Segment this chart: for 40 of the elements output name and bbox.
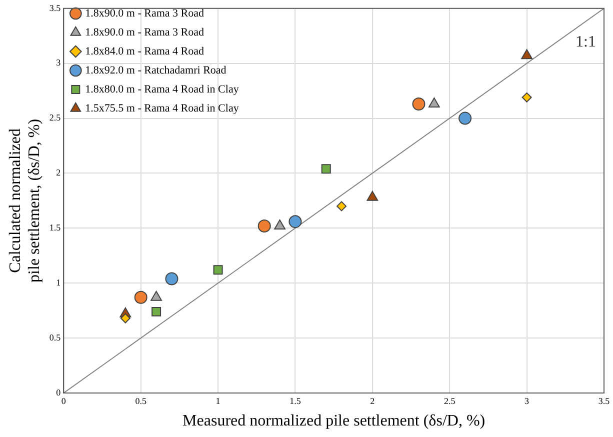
- y-tick-label: 2.5: [49, 112, 62, 123]
- y-tick-label: 0: [56, 387, 62, 398]
- point: [366, 190, 378, 201]
- x-tick-label: 2: [370, 396, 375, 406]
- point: [120, 313, 130, 324]
- x-tick-label: 2.5: [444, 396, 456, 406]
- point: [134, 290, 148, 304]
- x-axis-title: Measured normalized pile settlement (δs/D, %): [182, 412, 486, 430]
- legend-label: 1.8x90.0 m - Rama 3 Road: [85, 26, 204, 38]
- x-tick-label: 0.5: [135, 396, 147, 406]
- point: [288, 215, 302, 228]
- y-tick-label: 3: [56, 58, 62, 68]
- point: [428, 98, 440, 108]
- legend-label: 1.8x84.0 m - Rama 4 Road: [85, 45, 204, 58]
- point: [152, 306, 162, 316]
- point: [213, 265, 223, 275]
- annotation: 1:1: [576, 34, 596, 51]
- point: [412, 98, 426, 110]
- y-axis-title: Calculated normalized pile settlement, (δs/D, %): [6, 118, 44, 282]
- point: [521, 49, 533, 60]
- y-tick-label: 2: [56, 168, 61, 178]
- x-tick-label: 1.5: [290, 396, 302, 406]
- y-tick-label: 3.5: [49, 2, 62, 13]
- point: [522, 92, 532, 102]
- legend-label: 1.8x92.0 m - Ratchadamri Road: [85, 64, 227, 76]
- y-tick-label: 1.5: [49, 222, 62, 233]
- point: [321, 164, 331, 174]
- point: [336, 201, 347, 212]
- legend-label: 1.5x75.5 m - Rama 4 Road in Clay: [85, 102, 240, 114]
- x-tick-label: 1: [216, 396, 220, 406]
- point: [258, 219, 271, 232]
- point: [165, 272, 178, 286]
- point: [274, 219, 286, 230]
- point: [458, 112, 472, 125]
- y-tick-label: 1: [56, 277, 61, 288]
- x-tick-label: 3: [524, 396, 530, 406]
- x-tick-label: 3.5: [598, 396, 610, 406]
- legend-label: 1.8x80.0 m - Rama 4 Road in Clay: [85, 83, 240, 96]
- legend-label: 1.8x90.0 m - Rama 3 Road: [85, 7, 204, 20]
- y-tick-label: 0.5: [49, 332, 62, 342]
